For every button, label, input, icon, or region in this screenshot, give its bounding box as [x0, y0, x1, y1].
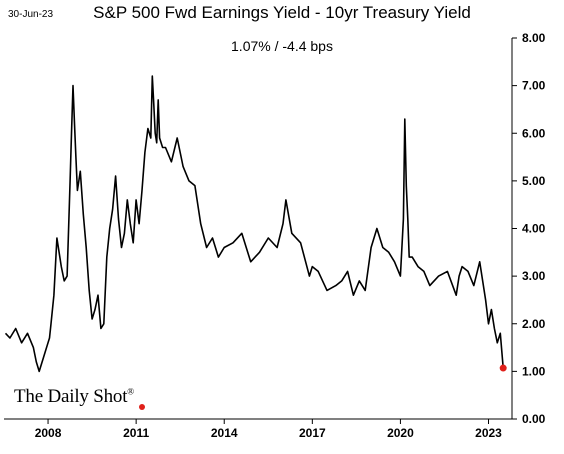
y-tick-label: 7.00	[522, 79, 546, 93]
brand-logo: The Daily Shot®	[14, 386, 134, 407]
series-line	[4, 75, 504, 373]
chart-subtitle: 1.07% / -4.4 bps	[231, 38, 333, 54]
y-tick-label: 3.00	[522, 269, 546, 283]
as-of-date: 30-Jun-23	[8, 9, 54, 20]
brand-dot-icon	[139, 404, 145, 410]
y-tick-label: 4.00	[522, 222, 546, 236]
chart-title: S&P 500 Fwd Earnings Yield - 10yr Treasu…	[93, 3, 471, 22]
x-tick-label: 2014	[211, 426, 238, 440]
x-tick-label: 2020	[387, 426, 414, 440]
y-tick-label: 8.00	[522, 31, 546, 45]
last-value-marker	[499, 364, 507, 372]
x-tick-label: 2011	[123, 426, 149, 440]
y-tick-label: 0.00	[522, 412, 546, 426]
x-tick-label: 2017	[299, 426, 326, 440]
y-tick-label: 5.00	[522, 174, 546, 188]
x-tick-label: 2008	[35, 426, 62, 440]
y-tick-label: 2.00	[522, 317, 546, 331]
x-tick-label: 2023	[475, 426, 502, 440]
y-tick-label: 1.00	[522, 364, 546, 378]
y-tick-label: 6.00	[522, 126, 546, 140]
